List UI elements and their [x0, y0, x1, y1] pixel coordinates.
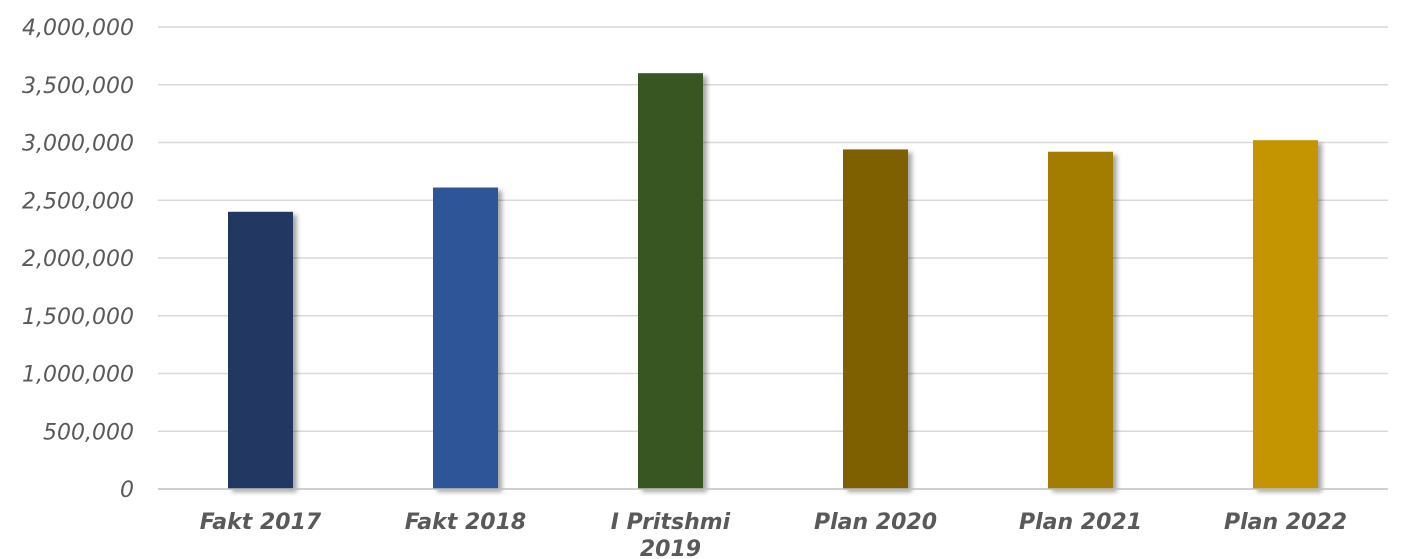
x-tick-label: Plan 2022 [1224, 510, 1347, 535]
y-tick-label: 3,500,000 [22, 74, 134, 99]
x-tick-label-line: 2019 [640, 537, 701, 559]
x-tick-label: Plan 2021 [1019, 510, 1142, 535]
gridlines [158, 26, 1388, 432]
y-tick-label: 0 [120, 478, 134, 503]
bar [638, 73, 703, 489]
y-tick-label: 2,000,000 [22, 247, 134, 272]
y-tick-label: 1,000,000 [22, 363, 134, 388]
y-tick-label: 3,000,000 [22, 132, 134, 157]
x-tick-label: Fakt 2018 [405, 510, 526, 535]
bar [228, 211, 293, 490]
bar [433, 187, 498, 490]
x-axis-tick-labels: Fakt 2017 Fakt 2018 I Pritshmi 2019 Plan 202… [200, 510, 1347, 559]
x-tick-label-line: Plan 2021 [1019, 510, 1142, 535]
y-tick-label: 4,000,000 [22, 16, 134, 41]
y-tick-label: 1,500,000 [22, 305, 134, 330]
bar [843, 149, 908, 489]
y-axis-tick-labels: 0 500,000 1,000,000 1,500,000 2,000,000 2,500… [22, 16, 134, 503]
bar [1048, 151, 1113, 490]
x-tick-label-line: I Pritshmi [611, 510, 731, 535]
y-tick-label: 2,500,000 [22, 189, 134, 214]
bar [1253, 140, 1318, 489]
x-tick-label-line: Fakt 2018 [405, 510, 526, 535]
x-tick-label-line: Plan 2020 [814, 510, 937, 535]
y-tick-label: 500,000 [43, 420, 134, 445]
x-tick-label-line: Fakt 2017 [200, 510, 322, 535]
bars [228, 73, 1318, 490]
x-tick-label: Plan 2020 [814, 510, 937, 535]
x-tick-label-line: Plan 2022 [1224, 510, 1347, 535]
x-tick-label: Fakt 2017 [200, 510, 322, 535]
x-tick-label: I Pritshmi 2019 [611, 510, 731, 559]
